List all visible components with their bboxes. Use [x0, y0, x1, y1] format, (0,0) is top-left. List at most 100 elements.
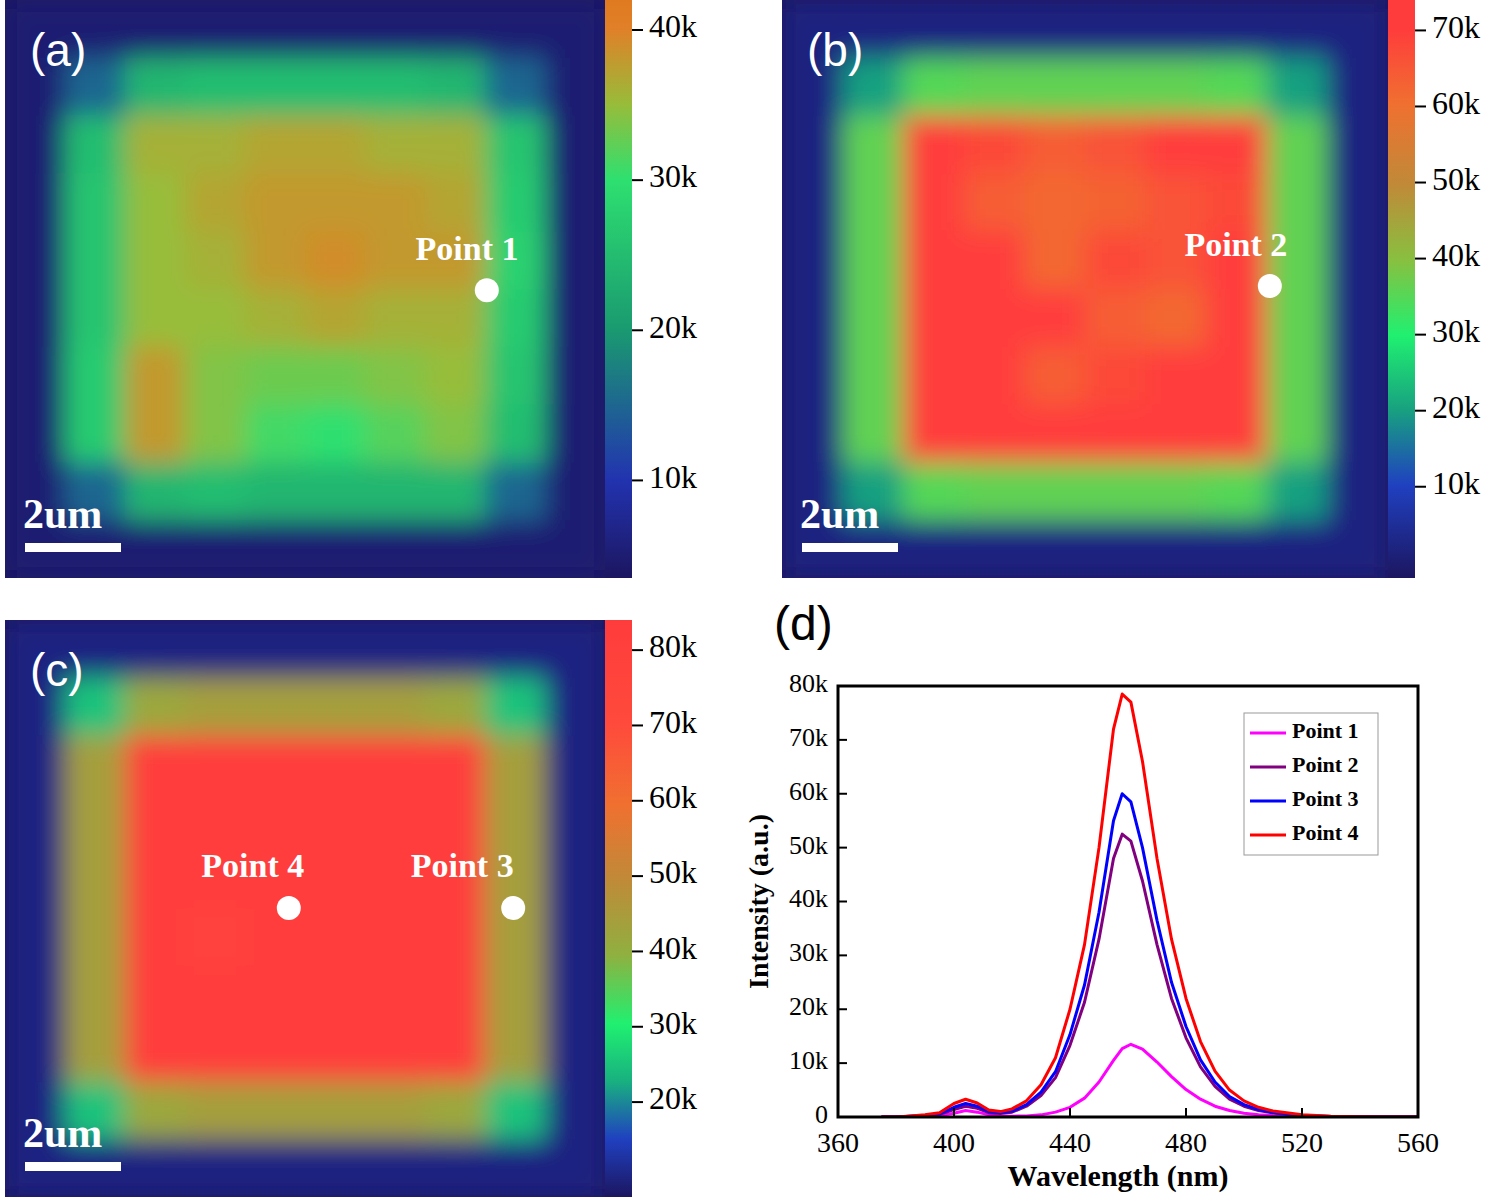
heatmap-cell: [365, 116, 426, 174]
heatmap-cell: [1024, 173, 1085, 231]
heatmap-cell: [1085, 173, 1146, 231]
heatmap-cell: [903, 0, 964, 58]
heatmap-cell: [1024, 116, 1085, 174]
heatmap-cell: [245, 0, 306, 58]
heatmap-cell: [485, 173, 546, 231]
heatmap-cell: [964, 173, 1025, 231]
y-axis-title: Intensity (a.u.): [743, 814, 774, 989]
heatmap-cell: [1206, 116, 1267, 174]
heatmap-cell: [65, 116, 126, 174]
heatmap-cell: [425, 347, 486, 405]
heatmap-cell: [1146, 347, 1207, 405]
figure: 10k20k30k40k(a)2umPoint 110k20k30k40k50k…: [0, 0, 1500, 1199]
heatmap-cell: [125, 851, 186, 909]
legend-swatch: [1250, 766, 1286, 769]
heatmap-cell: [545, 0, 605, 58]
heatmap-cell: [5, 851, 66, 909]
heatmap-cell: [545, 231, 605, 289]
heatmap-cell: [545, 678, 605, 736]
legend-box: [1244, 713, 1378, 855]
colorbar-tick-label: 30k: [649, 158, 697, 194]
heatmap-cell: [65, 851, 126, 909]
heatmap-cell: [1085, 520, 1146, 578]
colorbar: [605, 620, 632, 1197]
heatmap-cell: [185, 58, 246, 116]
heatmap-cell: [185, 1082, 246, 1140]
heatmap-cell: [545, 1139, 605, 1197]
plot-frame: [838, 686, 1418, 1117]
heatmap-cell: [305, 520, 366, 578]
heatmap-image: [5, 620, 605, 1197]
legend-swatch: [1250, 834, 1286, 837]
heatmap-cell: [125, 1024, 186, 1082]
colorbar-tick-label: 70k: [1432, 9, 1480, 45]
heatmap-cell: [185, 735, 246, 793]
heatmap-cell: [1146, 462, 1207, 520]
heatmap-cell: [245, 231, 306, 289]
x-tick-label: 560: [1397, 1127, 1439, 1158]
heatmap-cell: [185, 678, 246, 736]
heatmap-cell: [782, 173, 843, 231]
heatmap-cell: [545, 851, 605, 909]
heatmap-cell: [245, 793, 306, 851]
heatmap-cell: [185, 231, 246, 289]
heatmap-cell: [964, 405, 1025, 463]
heatmap-cell: [245, 173, 306, 231]
heatmap-cell: [1206, 0, 1267, 58]
heatmap-cell: [964, 116, 1025, 174]
heatmap-cell: [1206, 462, 1267, 520]
heatmap-cell: [125, 620, 186, 678]
heatmap-cell: [485, 405, 546, 463]
heatmap-cell: [485, 58, 546, 116]
heatmap-cell: [1024, 0, 1085, 58]
scale-bar: [25, 543, 121, 552]
heatmap-cell: [545, 289, 605, 347]
y-tick-label: 70k: [789, 723, 828, 752]
point-label: Point 3: [411, 847, 514, 884]
heatmap-cell: [545, 1082, 605, 1140]
colorbar-tick-label: 20k: [1432, 389, 1480, 425]
colorbar-tick: [632, 1101, 643, 1103]
heatmap-cell: [964, 520, 1025, 578]
heatmap-cell: [485, 116, 546, 174]
heatmap-cell: [903, 520, 964, 578]
colorbar-tick: [632, 800, 643, 802]
heatmap-cell: [1146, 173, 1207, 231]
heatmap-cell: [125, 520, 186, 578]
colorbar-tick: [632, 29, 643, 31]
heatmap-cell: [1206, 347, 1267, 405]
colorbar-tick: [1415, 182, 1426, 184]
heatmap-cell: [5, 793, 66, 851]
heatmap-cell: [185, 909, 246, 967]
heatmap-cell: [125, 735, 186, 793]
point-marker: [277, 896, 301, 920]
heatmap-cell: [245, 1082, 306, 1140]
heatmap-image: [5, 0, 605, 578]
heatmap-cell: [1024, 520, 1085, 578]
x-tick: [1069, 1108, 1071, 1117]
heatmap-cell: [245, 289, 306, 347]
heatmap-cell: [843, 405, 904, 463]
heatmap-cell: [964, 58, 1025, 116]
x-tick: [1301, 1108, 1303, 1117]
heatmap-cell: [545, 58, 605, 116]
heatmap-cell: [425, 116, 486, 174]
heatmap-cell: [1327, 116, 1388, 174]
heatmap-cell: [125, 793, 186, 851]
heatmap-cell: [365, 58, 426, 116]
heatmap-cell: [1267, 0, 1328, 58]
heatmap-cell: [125, 462, 186, 520]
heatmap-cell: [245, 909, 306, 967]
colorbar: [1388, 0, 1415, 578]
point-label: Point 1: [416, 230, 519, 267]
heatmap-cell: [5, 1024, 66, 1082]
heatmap-cell: [782, 116, 843, 174]
heatmap-cell: [185, 1139, 246, 1197]
heatmap-cell: [305, 620, 366, 678]
heatmap-cell: [903, 116, 964, 174]
heatmap-cell: [1146, 58, 1207, 116]
heatmap-cell: [903, 58, 964, 116]
point-marker: [501, 896, 525, 920]
heatmap-cell: [1085, 0, 1146, 58]
heatmap-cell: [782, 347, 843, 405]
